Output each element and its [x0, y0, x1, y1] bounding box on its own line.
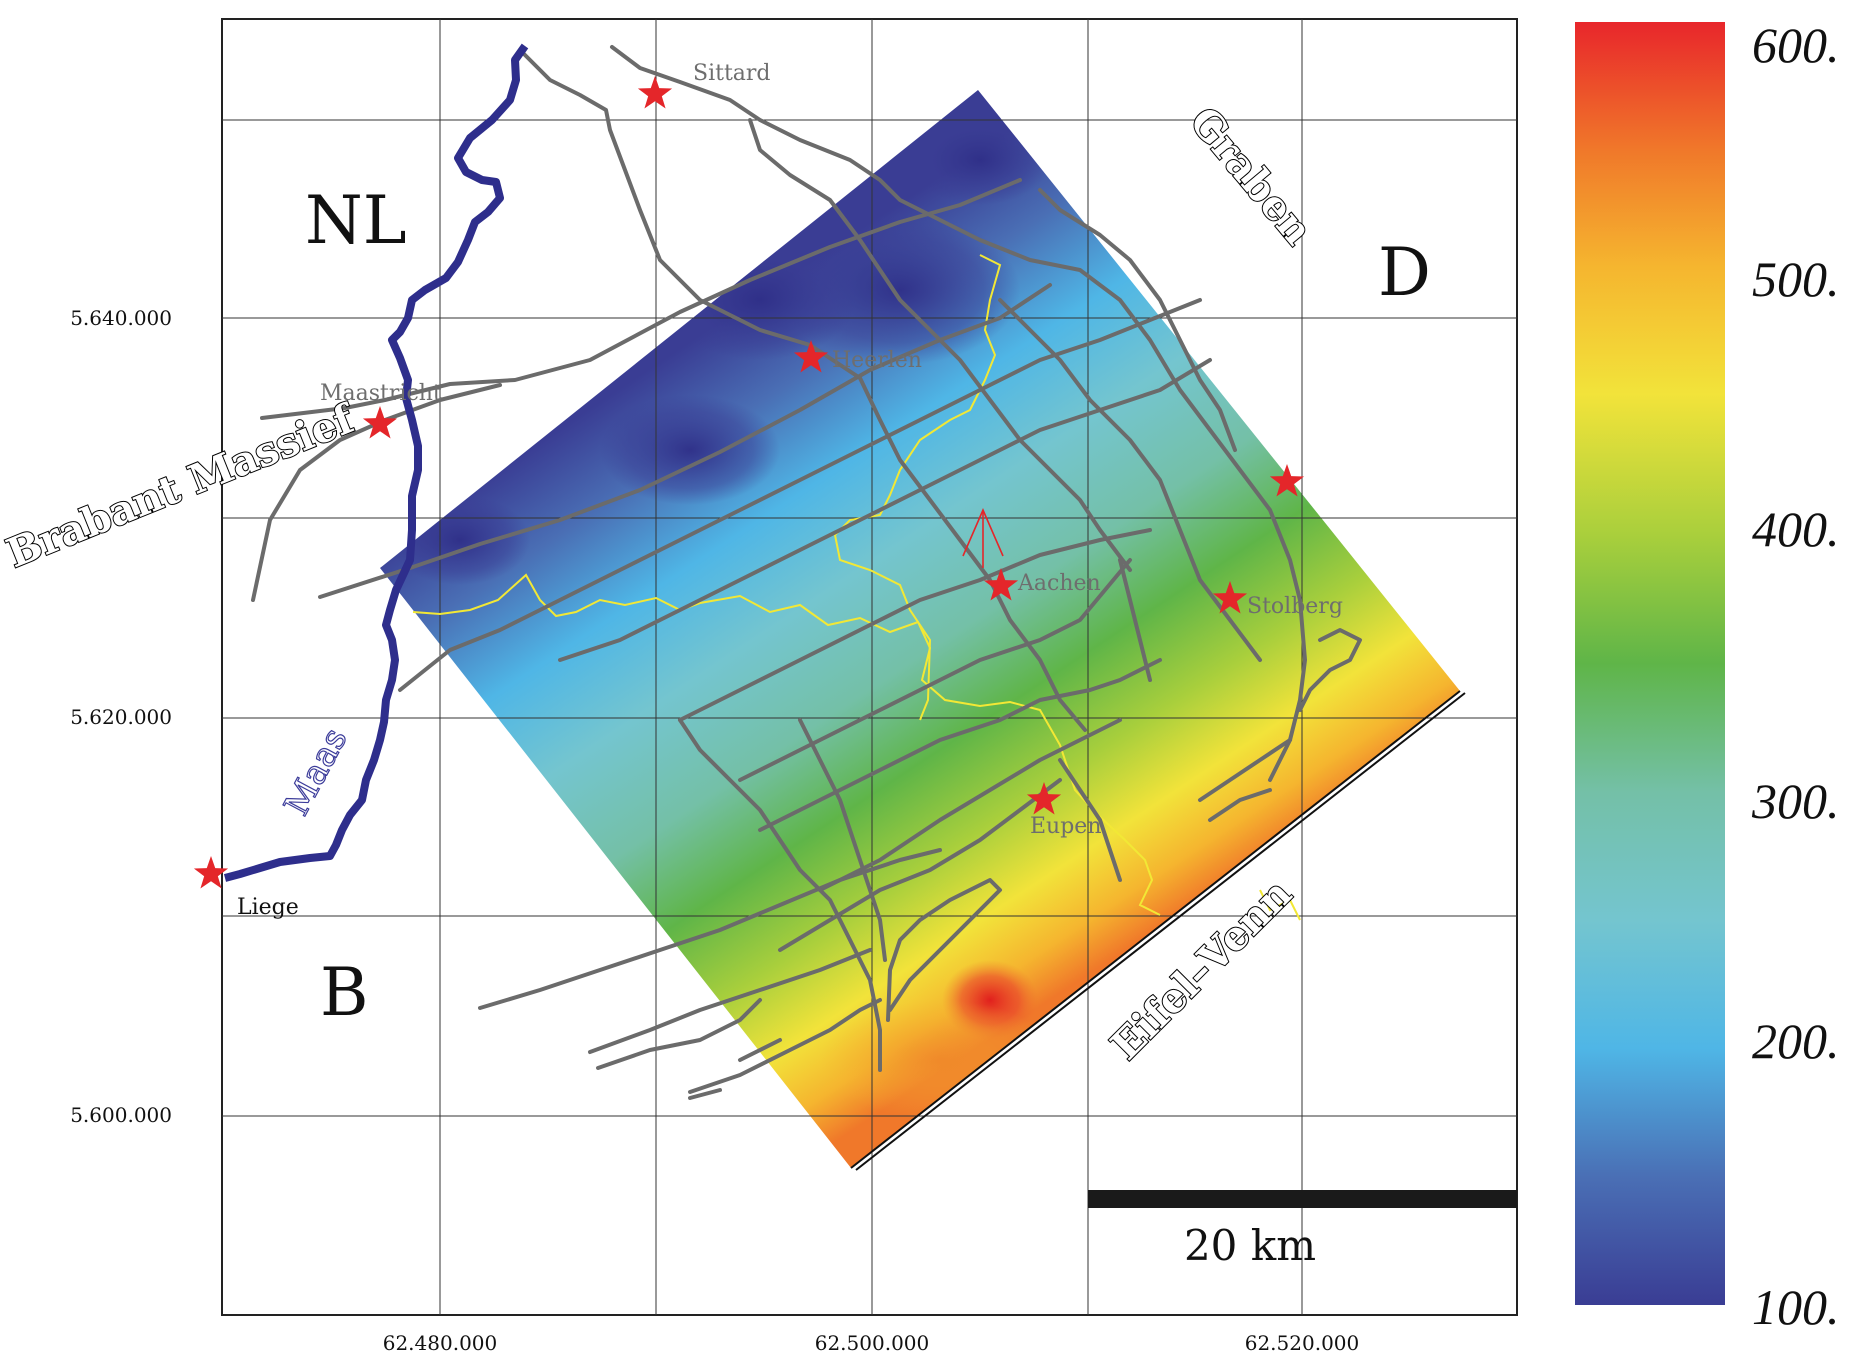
- y-tick-label: 5.600.000: [70, 1103, 172, 1127]
- scale-bar: [1088, 1190, 1517, 1208]
- scale-bar-label: 20 km: [1184, 1221, 1316, 1270]
- grid-lines: [222, 19, 1517, 1315]
- city-label-heerlen: Heerlen: [832, 348, 922, 373]
- y-axis: 5.640.000 5.620.000 5.600.000: [70, 306, 172, 1127]
- x-axis: 62.480.000 62.500.000 62.520.000: [383, 1331, 1360, 1355]
- colorbar-tick-label: 500.: [1752, 251, 1840, 307]
- fault-lines: [251, 45, 1362, 1100]
- maas-river: [223, 43, 529, 882]
- city-label-liege: Liege: [237, 895, 299, 920]
- colorbar-tick-label: 600.: [1752, 17, 1840, 73]
- y-tick-label: 5.640.000: [70, 306, 172, 330]
- colorbar-ramp: [1575, 22, 1725, 1305]
- city-label-sittard: Sittard: [693, 61, 771, 86]
- cities: Sittard Maastricht Heerlen Aachen Stolbe…: [193, 61, 1343, 920]
- north-arrow-icon: [962, 507, 1004, 568]
- x-tick-label: 62.480.000: [383, 1331, 498, 1355]
- eifel-venn-boundary: [850, 690, 1466, 1171]
- state-border-branch: [833, 254, 1002, 721]
- x-tick-label: 62.500.000: [815, 1331, 930, 1355]
- country-label-nl: NL: [305, 182, 407, 259]
- colorbar-tick-label: 400.: [1752, 501, 1840, 557]
- country-label-b: B: [320, 954, 369, 1031]
- x-tick-label: 62.520.000: [1245, 1331, 1360, 1355]
- y-tick-label: 5.620.000: [70, 705, 172, 729]
- city-label-maastricht: Maastricht: [320, 381, 442, 406]
- colorbar-tick-label: 100.: [1752, 1279, 1840, 1335]
- city-label-eupen: Eupen: [1030, 814, 1102, 839]
- city-label-stolberg: Stolberg: [1247, 594, 1343, 619]
- colorbar-tick-label: 300.: [1751, 773, 1840, 829]
- country-label-d: D: [1378, 234, 1431, 311]
- colorbar-tick-label: 200.: [1752, 1013, 1840, 1069]
- city-label-aachen: Aachen: [1017, 571, 1101, 596]
- colorbar: 600. 500. 400. 300. 200. 100.: [1575, 17, 1840, 1335]
